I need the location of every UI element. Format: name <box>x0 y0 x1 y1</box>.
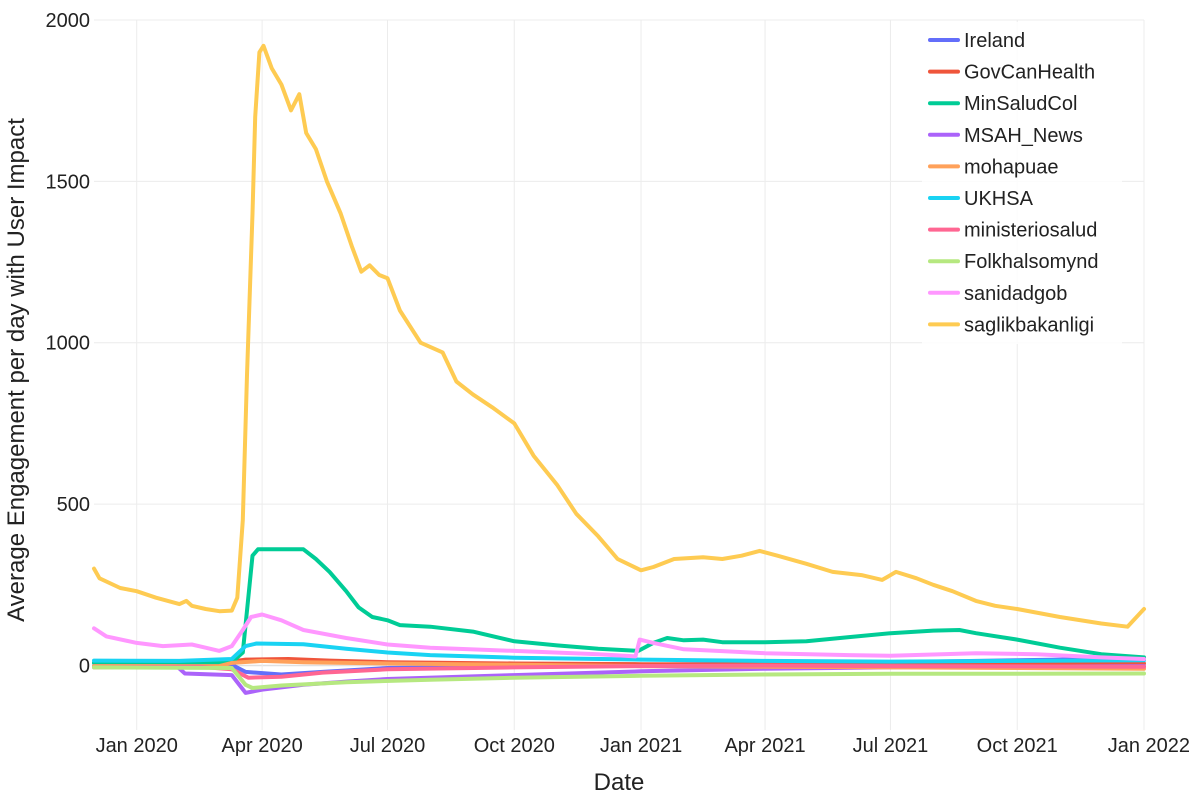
x-tick-label: Jan 2022 <box>1108 735 1190 757</box>
y-tick-label: 0 <box>79 655 90 677</box>
legend-label-ireland[interactable]: Ireland <box>964 30 1025 52</box>
y-tick-label: 500 <box>57 494 90 516</box>
x-axis-title: Date <box>594 769 645 796</box>
legend-label-minsaludcol[interactable]: MinSaludCol <box>964 93 1077 115</box>
series-line-minsaludcol <box>92 547 1146 665</box>
y-axis-ticks: 0 500 1000 1500 2000 <box>46 10 91 677</box>
legend-label-folkhalsomynd[interactable]: Folkhalsomynd <box>964 251 1099 273</box>
x-tick-label: Jul 2020 <box>350 735 426 757</box>
x-tick-label: Jul 2021 <box>853 735 929 757</box>
series-line-folkhalsomynd <box>92 665 1146 690</box>
legend-label-ministeriosalud[interactable]: ministeriosalud <box>964 220 1097 242</box>
legend-label-mohapuae[interactable]: mohapuae <box>964 156 1059 178</box>
legend-label-govcanhealth[interactable]: GovCanHealth <box>964 62 1095 84</box>
series-lines <box>92 43 1146 695</box>
y-axis-title: Average Engagement per day with User Imp… <box>3 118 30 622</box>
x-tick-label: Jan 2020 <box>96 735 178 757</box>
series-line-sanidadgob <box>92 612 1146 661</box>
legend-label-ukhsa[interactable]: UKHSA <box>964 188 1034 210</box>
x-tick-label: Apr 2020 <box>222 735 303 757</box>
series-line-saglikbakanligi <box>92 43 1146 629</box>
legend: Ireland GovCanHealth MinSaludCol MSAH_Newsm… <box>922 22 1122 344</box>
x-tick-label: Apr 2021 <box>724 735 805 757</box>
y-tick-label: 1000 <box>46 333 91 355</box>
legend-label-msah-news[interactable]: MSAH_News <box>964 125 1083 147</box>
y-tick-label: 2000 <box>46 10 91 32</box>
y-tick-label: 1500 <box>46 171 91 193</box>
x-tick-label: Jan 2021 <box>600 735 682 757</box>
x-tick-label: Oct 2020 <box>474 735 555 757</box>
series-line-ukhsa <box>92 641 1146 664</box>
x-axis-ticks: Jan 2020 Apr 2020 Jul 2020 Oct 2020 Jan 2021… <box>96 735 1190 757</box>
legend-label-saglikbakanligi[interactable]: saglikbakanligi <box>964 314 1094 336</box>
legend-label-sanidadgob[interactable]: sanidadgob <box>964 283 1067 305</box>
legend-background <box>922 22 1122 344</box>
x-tick-label: Oct 2021 <box>977 735 1058 757</box>
